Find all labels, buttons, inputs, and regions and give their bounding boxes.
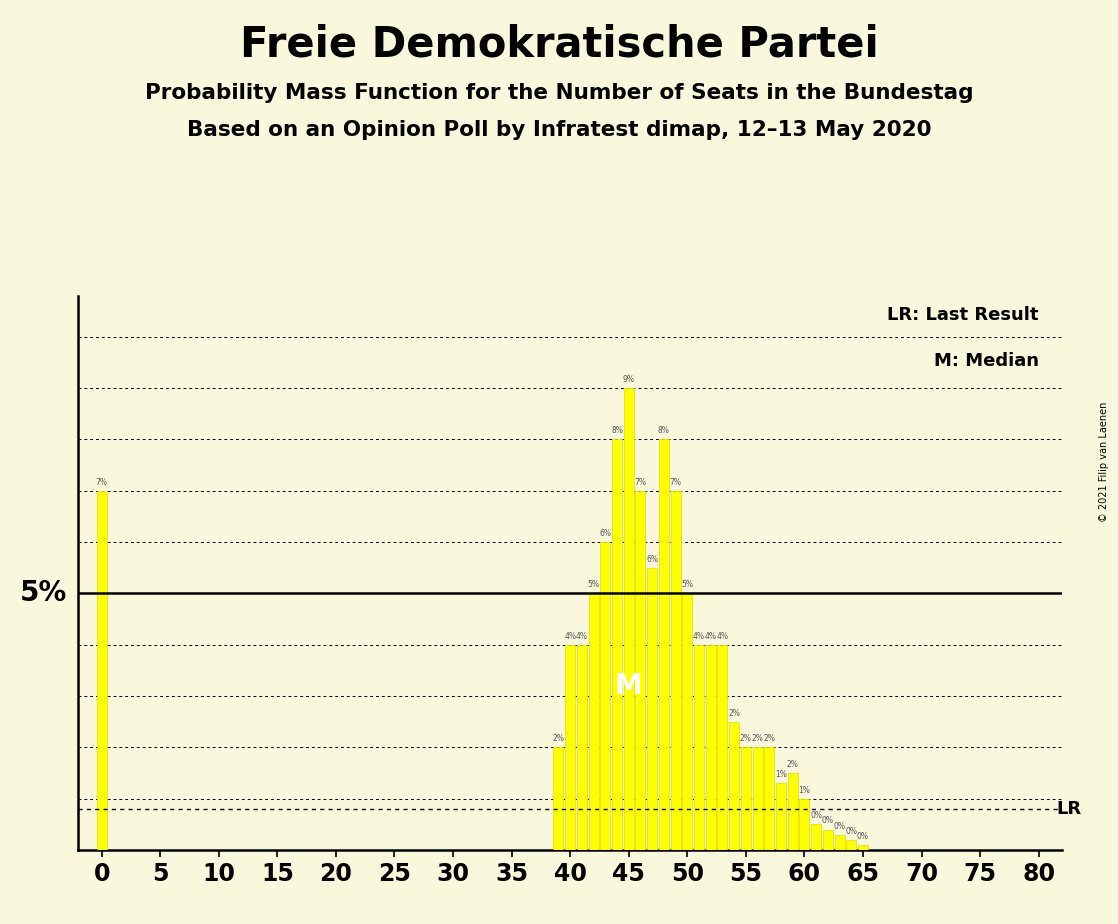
Text: 4%: 4% [576, 632, 588, 640]
Text: 6%: 6% [646, 554, 659, 564]
Text: 6%: 6% [599, 529, 612, 538]
Text: 0%: 0% [834, 821, 845, 831]
Text: 5%: 5% [681, 580, 693, 590]
Bar [624, 388, 634, 850]
Bar [858, 845, 868, 850]
Bar [846, 840, 856, 850]
Text: 7%: 7% [96, 478, 107, 487]
Text: 1%: 1% [798, 785, 811, 795]
Bar [612, 440, 622, 850]
Bar [694, 645, 704, 850]
Text: 5%: 5% [19, 579, 67, 607]
Text: 9%: 9% [623, 375, 635, 384]
Bar [788, 773, 797, 850]
Text: 2%: 2% [787, 760, 798, 769]
Bar [588, 593, 598, 850]
Bar [729, 722, 739, 850]
Text: 5%: 5% [588, 580, 599, 590]
Text: Probability Mass Function for the Number of Seats in the Bundestag: Probability Mass Function for the Number… [144, 83, 974, 103]
Text: 2%: 2% [751, 735, 764, 743]
Text: 7%: 7% [670, 478, 682, 487]
Text: LR: Last Result: LR: Last Result [888, 306, 1039, 324]
Bar [659, 440, 669, 850]
Text: 8%: 8% [657, 426, 670, 435]
Bar [812, 824, 821, 850]
Bar [682, 593, 692, 850]
Text: 4%: 4% [693, 632, 705, 640]
Text: 7%: 7% [634, 478, 646, 487]
Text: M: Median: M: Median [934, 352, 1039, 371]
Text: 2%: 2% [552, 735, 565, 743]
Text: 2%: 2% [740, 735, 751, 743]
Text: 0%: 0% [845, 827, 858, 835]
Text: 2%: 2% [728, 709, 740, 718]
Bar [647, 567, 657, 850]
Bar [776, 784, 786, 850]
Text: Freie Demokratische Partei: Freie Demokratische Partei [239, 23, 879, 65]
Text: 4%: 4% [717, 632, 729, 640]
Bar [671, 491, 681, 850]
Text: Based on an Opinion Poll by Infratest dimap, 12–13 May 2020: Based on an Opinion Poll by Infratest di… [187, 120, 931, 140]
Text: M: M [615, 672, 643, 699]
Bar [765, 748, 775, 850]
Text: 0%: 0% [811, 811, 822, 821]
Bar [752, 748, 762, 850]
Text: 2%: 2% [764, 735, 775, 743]
Bar [741, 748, 751, 850]
Bar [577, 645, 587, 850]
Text: 4%: 4% [704, 632, 717, 640]
Bar [96, 491, 106, 850]
Bar [705, 645, 716, 850]
Bar [823, 830, 833, 850]
Bar [718, 645, 728, 850]
Bar [553, 748, 563, 850]
Text: 0%: 0% [858, 832, 869, 841]
Text: 4%: 4% [565, 632, 576, 640]
Bar [600, 542, 610, 850]
Text: 1%: 1% [775, 771, 787, 779]
Text: 8%: 8% [612, 426, 623, 435]
Bar [566, 645, 575, 850]
Text: LR: LR [1057, 800, 1081, 818]
Text: © 2021 Filip van Laenen: © 2021 Filip van Laenen [1099, 402, 1109, 522]
Bar [799, 798, 809, 850]
Text: 0%: 0% [822, 817, 834, 825]
Bar [635, 491, 645, 850]
Bar [834, 834, 844, 850]
